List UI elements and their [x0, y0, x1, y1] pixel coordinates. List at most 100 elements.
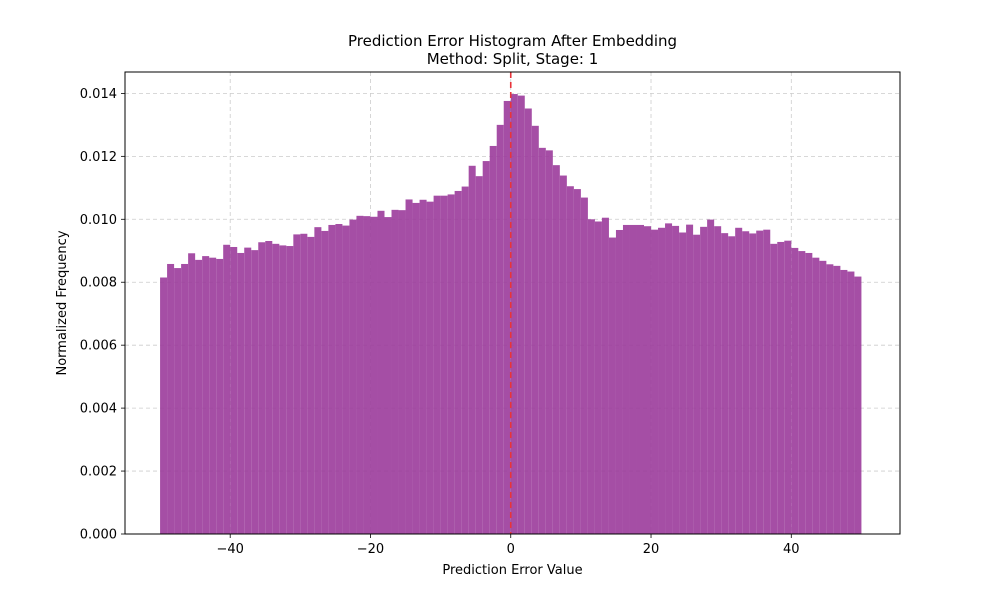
- y-tick-label: 0.002: [80, 465, 117, 480]
- x-tick-label: −20: [357, 542, 384, 557]
- histogram-bar: [461, 186, 469, 535]
- x-tick-label: −40: [216, 542, 243, 557]
- histogram-bar: [644, 226, 652, 534]
- y-tick-label: 0.012: [80, 150, 117, 165]
- histogram-bar: [651, 229, 659, 534]
- histogram-bar: [328, 224, 336, 534]
- histogram-bar: [265, 241, 273, 535]
- histogram-bar: [552, 165, 560, 534]
- histogram-bar: [573, 189, 581, 535]
- histogram-bar: [700, 226, 708, 534]
- histogram-bar: [489, 145, 497, 534]
- x-tick-label: 20: [643, 542, 660, 557]
- histogram-bar: [370, 216, 378, 535]
- histogram-bar: [791, 247, 799, 535]
- histogram-bar: [749, 233, 757, 534]
- histogram-bar: [636, 224, 645, 534]
- histogram-bar: [707, 219, 715, 534]
- histogram-bar: [398, 210, 406, 534]
- histogram-bar: [587, 219, 595, 534]
- x-tick-label: 40: [783, 542, 800, 557]
- histogram-bar: [601, 217, 609, 535]
- y-tick-label: 0.006: [80, 339, 117, 354]
- histogram-bar: [377, 210, 385, 535]
- histogram-bar: [475, 176, 483, 535]
- histogram-bar: [833, 265, 841, 534]
- y-axis-ticks: 0.000 0.002 0.004 0.006 0.008 0.010 0.012 0.014: [80, 87, 125, 543]
- histogram-bar: [672, 225, 680, 535]
- histogram-bar: [391, 209, 399, 535]
- histogram-bar: [195, 259, 203, 534]
- histogram-bar: [770, 243, 778, 534]
- x-axis-label: Prediction Error Value: [442, 563, 582, 578]
- histogram-bar: [342, 225, 350, 534]
- histogram-bar: [735, 227, 743, 534]
- histogram-bar: [447, 194, 455, 534]
- histogram-bar: [686, 224, 694, 535]
- histogram-bar: [440, 195, 448, 534]
- histogram-bar: [384, 217, 392, 534]
- histogram-bar: [714, 226, 722, 534]
- histogram-bar: [721, 233, 729, 534]
- histogram-bar: [363, 216, 371, 534]
- histogram-bar: [517, 95, 525, 534]
- histogram-bar: [840, 269, 848, 534]
- histogram-bar: [181, 263, 189, 534]
- histogram-bar: [160, 277, 168, 534]
- plot-frame: [124, 71, 901, 535]
- histogram-bar: [559, 175, 567, 534]
- histogram-bar: [300, 233, 308, 534]
- histogram-bar: [258, 242, 266, 534]
- histogram-bar: [167, 263, 175, 534]
- y-tick-label: 0.010: [80, 213, 117, 228]
- histogram-bar: [742, 231, 750, 534]
- histogram-bar: [244, 247, 252, 534]
- chart-subtitle: Method: Split, Stage: 1: [427, 50, 599, 68]
- histogram-bar: [658, 227, 666, 534]
- x-axis-ticks: −40 −20 0 20 40: [216, 534, 800, 557]
- histogram-bar: [419, 199, 427, 534]
- histogram-bar: [356, 215, 364, 534]
- y-tick-label: 0.000: [80, 528, 117, 543]
- histogram-bar: [545, 150, 553, 534]
- histogram-bar: [510, 94, 518, 535]
- histogram-bar: [847, 271, 855, 534]
- histogram-bar: [279, 245, 287, 535]
- histogram-bar: [531, 125, 539, 535]
- histogram-bar: [223, 244, 231, 534]
- histogram-bar: [426, 201, 434, 535]
- histogram-bar: [854, 276, 862, 534]
- histogram-bar: [728, 236, 736, 535]
- histogram-bar: [307, 236, 315, 534]
- histogram-bar: [826, 264, 834, 534]
- histogram-bar: [622, 224, 630, 534]
- histogram-bar: [608, 237, 616, 535]
- histogram-bar: [286, 246, 294, 534]
- y-tick-label: 0.014: [80, 87, 117, 102]
- histogram-bar: [784, 240, 792, 534]
- histogram-bars: [160, 94, 862, 535]
- y-tick-label: 0.008: [80, 276, 117, 291]
- histogram-bar: [566, 186, 574, 534]
- histogram-bar: [580, 197, 588, 534]
- histogram-bar: [251, 250, 259, 535]
- histogram-bar: [202, 256, 210, 534]
- histogram-bar: [693, 234, 701, 534]
- histogram-bar: [293, 234, 301, 534]
- histogram-bar: [405, 199, 413, 535]
- histogram-bar: [594, 221, 602, 534]
- histogram-bar: [188, 253, 196, 534]
- histogram-bar: [482, 161, 490, 534]
- histogram-bar: [503, 100, 511, 535]
- histogram-bar: [615, 229, 623, 534]
- histogram-bar: [321, 230, 329, 534]
- histogram-bar: [805, 252, 813, 534]
- histogram-bar: [272, 243, 280, 534]
- histogram-bar: [524, 108, 532, 535]
- histogram-bar: [237, 252, 245, 534]
- histogram-bar: [665, 223, 673, 534]
- histogram-bar: [412, 202, 420, 535]
- histogram-bar: [629, 224, 637, 534]
- y-axis-label: Normalized Frequency: [55, 230, 70, 375]
